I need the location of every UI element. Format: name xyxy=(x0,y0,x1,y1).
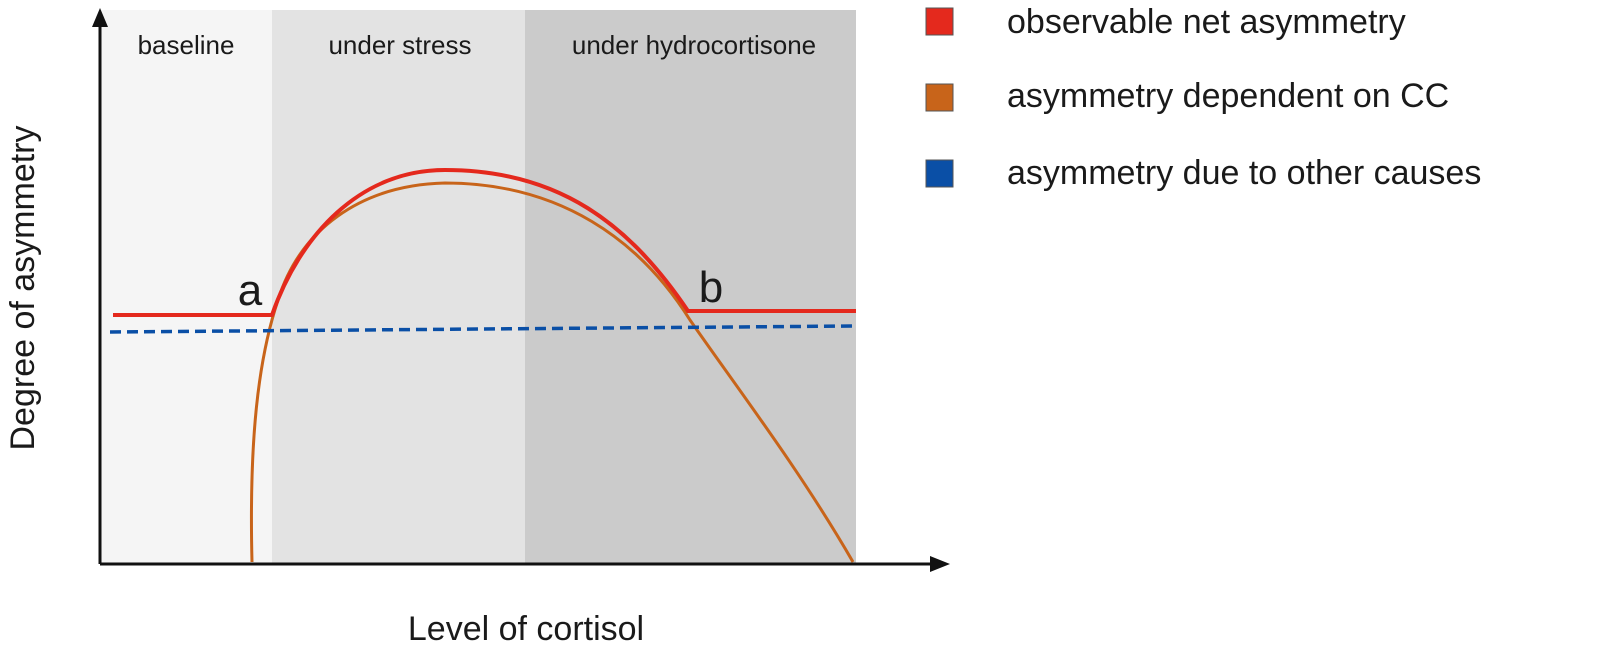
plot-regions xyxy=(100,10,856,564)
legend-item-cc-dependent: asymmetry dependent on CC xyxy=(925,77,1449,115)
legend-swatch-net-asymmetry xyxy=(925,7,954,36)
legend-item-other-causes: asymmetry due to other causes xyxy=(925,154,1481,192)
region-under-hydrocortisone xyxy=(525,10,856,564)
region-under-stress xyxy=(272,10,525,564)
point-label-a: a xyxy=(238,266,263,315)
legend-swatch-cc-dependent xyxy=(925,83,954,112)
legend-item-net-asymmetry: observable net asymmetry xyxy=(925,3,1406,41)
legend-label-net-asymmetry: observable net asymmetry xyxy=(1007,3,1406,41)
point-label-b: b xyxy=(699,263,723,312)
series-cc-dependent-curve xyxy=(249,181,855,563)
region-label-under-stress: under stress xyxy=(328,30,471,60)
legend-swatch-other-causes xyxy=(925,159,954,188)
x-axis xyxy=(100,556,950,572)
legend: observable net asymmetry asymmetry depen… xyxy=(925,3,1481,192)
region-label-under-hydrocortisone: under hydrocortisone xyxy=(572,30,816,60)
legend-label-other-causes: asymmetry due to other causes xyxy=(1007,154,1481,192)
y-axis-arrow xyxy=(92,8,108,27)
x-axis-title: Level of cortisol xyxy=(408,610,644,648)
region-label-baseline: baseline xyxy=(138,30,235,60)
series-other-causes-line xyxy=(109,324,857,334)
legend-label-cc-dependent: asymmetry dependent on CC xyxy=(1007,77,1449,115)
y-axis xyxy=(92,8,108,564)
series-net-asymmetry-curve xyxy=(113,167,856,317)
region-baseline xyxy=(100,10,272,564)
y-axis-title: Degree of asymmetry xyxy=(4,126,42,451)
x-axis-arrow xyxy=(930,556,950,572)
